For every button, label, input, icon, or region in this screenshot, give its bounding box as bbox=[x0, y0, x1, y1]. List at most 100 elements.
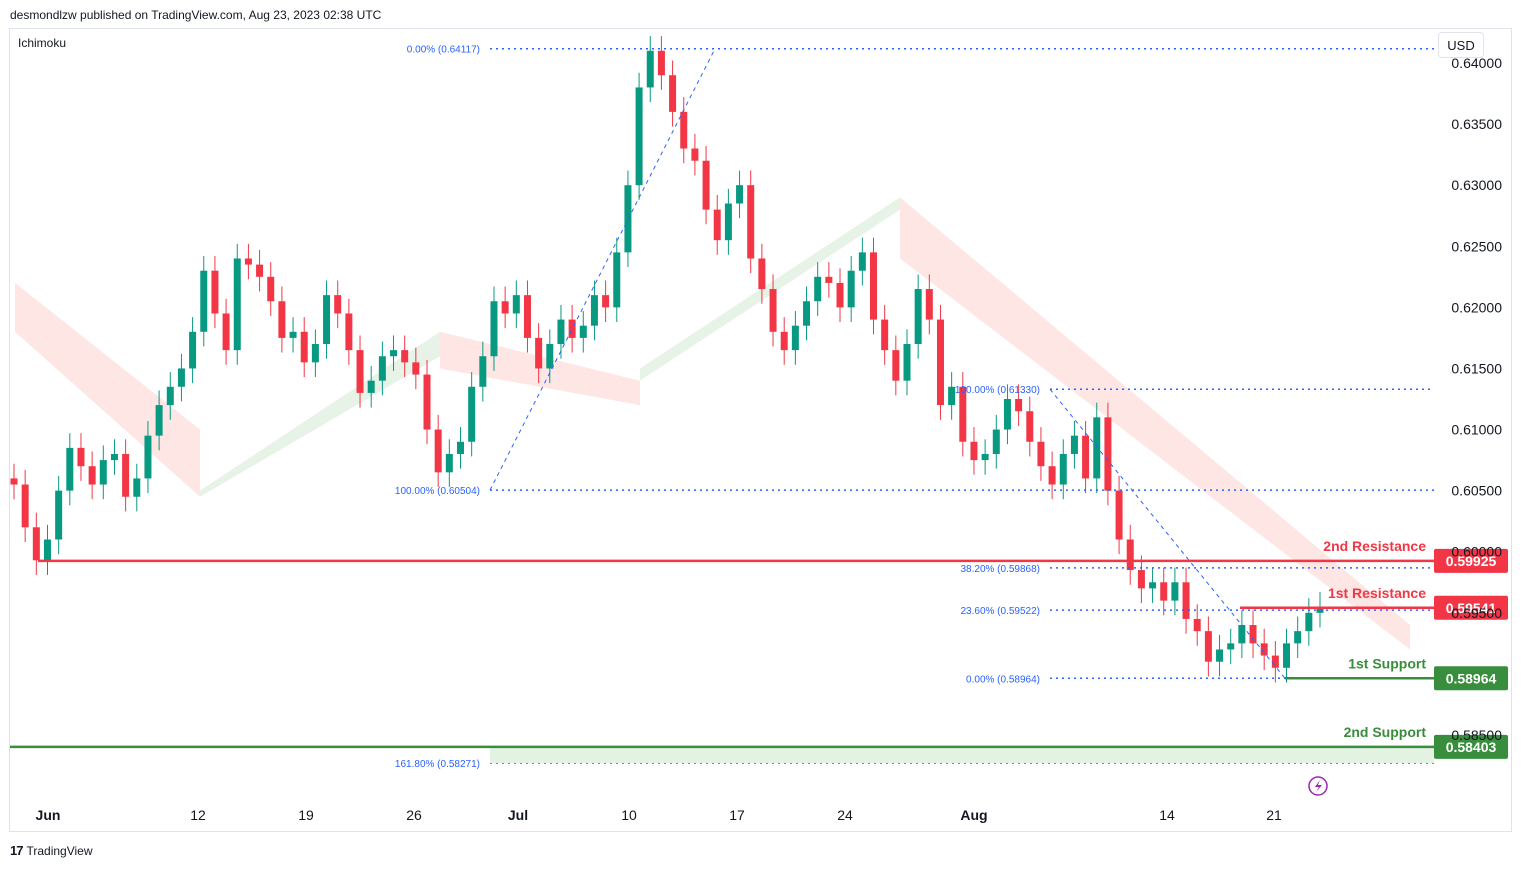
candle bbox=[568, 304, 576, 353]
candle-body bbox=[981, 453, 989, 461]
footer-brand[interactable]: TradingView bbox=[26, 843, 93, 858]
candle-body bbox=[780, 331, 788, 351]
candle bbox=[66, 433, 74, 506]
candle-body bbox=[289, 331, 297, 338]
candle-body bbox=[512, 295, 520, 314]
candle bbox=[1238, 610, 1246, 659]
candle-body bbox=[825, 276, 833, 283]
candle bbox=[535, 323, 543, 384]
candle-body bbox=[501, 301, 509, 314]
candle bbox=[1171, 567, 1179, 616]
candle bbox=[1283, 628, 1291, 683]
candle bbox=[1093, 402, 1101, 494]
time-tick-label: 17 bbox=[729, 807, 745, 823]
candle-body bbox=[1037, 441, 1045, 467]
candle bbox=[267, 262, 275, 316]
candle bbox=[736, 170, 744, 219]
time-tick-label: Aug bbox=[960, 807, 987, 823]
candle bbox=[669, 60, 677, 127]
price-tick-label: 0.59500 bbox=[1451, 605, 1502, 621]
candle-body bbox=[233, 258, 241, 351]
indicator-label[interactable]: Ichimoku bbox=[18, 36, 67, 50]
lightning-icon[interactable] bbox=[1308, 776, 1328, 796]
price-tick-label: 0.61500 bbox=[1451, 360, 1502, 376]
candle bbox=[803, 286, 811, 341]
publisher-line: desmondlzw published on TradingView.com,… bbox=[10, 8, 382, 22]
candle-body bbox=[367, 380, 375, 393]
price-tick-label: 0.61000 bbox=[1451, 422, 1502, 438]
price-tick-label: 0.64000 bbox=[1451, 55, 1502, 71]
candle bbox=[914, 274, 922, 359]
time-tick-label: 14 bbox=[1159, 807, 1175, 823]
candle bbox=[858, 237, 866, 286]
candle bbox=[758, 243, 766, 304]
level-name: 1st Support bbox=[1348, 655, 1426, 671]
footer: 17 TradingView bbox=[10, 843, 93, 858]
candle-body bbox=[814, 276, 822, 302]
price-tick-label: 0.60500 bbox=[1451, 483, 1502, 499]
candle bbox=[189, 317, 197, 384]
price-badge bbox=[1434, 548, 1508, 573]
fib-label: 161.80% (0.58271) bbox=[395, 759, 480, 770]
candle bbox=[490, 286, 498, 371]
candle-body bbox=[490, 301, 498, 357]
candle-body bbox=[43, 539, 51, 561]
candle-body bbox=[412, 362, 420, 375]
candle-body bbox=[21, 484, 29, 528]
candle bbox=[1126, 524, 1134, 585]
candle bbox=[546, 329, 554, 384]
candle bbox=[367, 366, 375, 408]
fib-trend-line bbox=[1049, 388, 1286, 679]
price-tick-label: 0.63500 bbox=[1451, 116, 1502, 132]
candle bbox=[936, 304, 944, 420]
candle bbox=[356, 335, 364, 408]
candlesticks bbox=[10, 36, 1324, 683]
candle-body bbox=[55, 490, 63, 540]
candle bbox=[892, 335, 900, 396]
candle bbox=[1003, 384, 1011, 445]
candle bbox=[1294, 616, 1302, 659]
candle-body bbox=[847, 270, 855, 308]
candle-body bbox=[66, 447, 74, 491]
candle-body bbox=[77, 447, 85, 467]
time-tick-label: 21 bbox=[1266, 807, 1282, 823]
fib-label: 100.00% (0.60504) bbox=[395, 486, 480, 497]
candle-body bbox=[881, 319, 889, 351]
candle-body bbox=[1015, 399, 1023, 412]
candle-body bbox=[356, 350, 364, 393]
candle bbox=[1070, 420, 1078, 469]
candle-body bbox=[1305, 612, 1313, 632]
price-tick-label: 0.62000 bbox=[1451, 299, 1502, 315]
candle bbox=[825, 262, 833, 298]
fib-trend-line bbox=[489, 48, 716, 491]
candle bbox=[334, 280, 342, 329]
candle-body bbox=[791, 325, 799, 351]
candle bbox=[1048, 451, 1056, 500]
candle-body bbox=[1104, 417, 1112, 491]
candle bbox=[1037, 427, 1045, 481]
time-tick-label: Jul bbox=[508, 807, 528, 823]
candle-body bbox=[323, 295, 331, 345]
candle-body bbox=[613, 252, 621, 308]
candle-body bbox=[579, 325, 587, 338]
candle bbox=[222, 298, 230, 365]
candle-body bbox=[1137, 570, 1145, 589]
currency-button[interactable]: USD bbox=[1438, 32, 1484, 58]
candle-body bbox=[423, 374, 431, 430]
price-badge bbox=[1434, 666, 1508, 691]
candle-body bbox=[646, 50, 654, 88]
candle-body bbox=[546, 344, 554, 369]
candle-body bbox=[401, 350, 409, 363]
candle-body bbox=[334, 295, 342, 314]
candle-body bbox=[713, 209, 721, 241]
price-tick-label: 0.62500 bbox=[1451, 238, 1502, 254]
candle-body bbox=[1082, 435, 1090, 479]
candle-body bbox=[99, 460, 107, 485]
candle-body bbox=[914, 289, 922, 345]
candle bbox=[200, 256, 208, 347]
candle bbox=[166, 372, 174, 420]
candle-body bbox=[992, 429, 1000, 454]
candle-body bbox=[345, 313, 353, 351]
candle-body bbox=[1271, 655, 1279, 668]
